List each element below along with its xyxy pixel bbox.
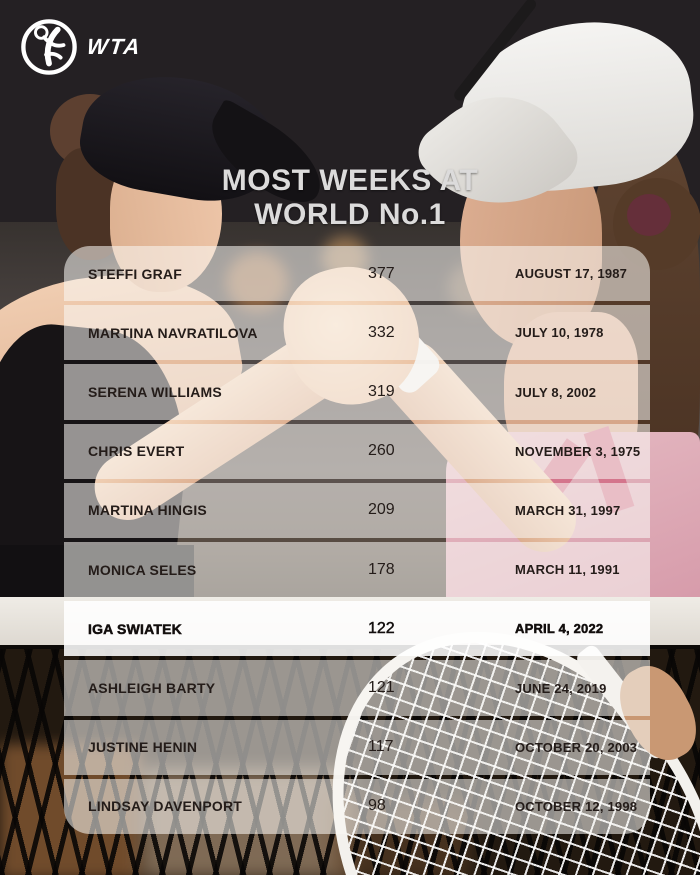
table-row: MONICA SELES 178 MARCH 11, 1991 [64,542,650,598]
weeks-value: 121 [368,679,395,697]
weeks-value: 260 [368,442,395,460]
wta-logo: WTA [20,14,240,80]
player-name: MONICA SELES [88,561,197,578]
date-reached: JULY 8, 2002 [515,384,597,400]
player-name: ASHLEIGH BARTY [88,680,216,697]
player-name: MARTINA NAVRATILOVA [88,324,258,341]
weeks-value: 332 [368,323,395,341]
table-row: LINDSAY DAVENPORT 98 OCTOBER 12, 1998 [64,778,650,834]
table-row: MARTINA NAVRATILOVA 332 JULY 10, 1978 [64,305,650,361]
date-reached: NOVEMBER 3, 1975 [515,443,641,459]
player-name: STEFFI GRAF [88,265,182,282]
leaderboard-table: STEFFI GRAF 377 AUGUST 17, 1987 MARTINA … [64,246,650,834]
table-row: CHRIS EVERT 260 NOVEMBER 3, 1975 [64,423,650,479]
table-row: ASHLEIGH BARTY 121 JUNE 24, 2019 [64,660,650,716]
wta-wordmark: WTA [85,34,143,59]
table-row: JUSTINE HENIN 117 OCTOBER 20, 2003 [64,719,650,775]
date-reached: JULY 10, 1978 [515,325,604,341]
weeks-value: 319 [368,383,395,400]
weeks-value: 117 [368,738,394,756]
right-player-scrunchie [627,194,671,236]
weeks-value: 122 [368,619,395,638]
date-reached: AUGUST 17, 1987 [515,266,628,282]
weeks-value: 209 [368,501,395,519]
date-reached: OCTOBER 20, 2003 [515,739,638,755]
date-reached: APRIL 4, 2022 [515,621,604,637]
title-line-1: MOST WEEKS AT [221,164,479,197]
player-name: SERENA WILLIAMS [88,384,222,400]
player-name: LINDSAY DAVENPORT [88,798,243,815]
date-reached: MARCH 31, 1997 [515,502,621,518]
date-reached: JUNE 24, 2019 [515,680,607,696]
page-title: MOST WEEKS AT WORLD No.1 [0,164,700,232]
player-name: CHRIS EVERT [88,443,185,460]
player-name: IGA SWIATEK [88,620,182,638]
date-reached: OCTOBER 12, 1998 [515,798,638,814]
table-row: IGA SWIATEK 122 APRIL 4, 2022 [64,601,650,657]
weeks-value: 377 [368,264,395,282]
table-row: MARTINA HINGIS 209 MARCH 31, 1997 [64,482,650,539]
weeks-value: 178 [368,560,395,578]
player-name: JUSTINE HENIN [88,739,198,756]
table-row: SERENA WILLIAMS 319 JULY 8, 2002 [64,364,650,420]
title-line-2: WORLD No.1 [254,198,446,231]
weeks-value: 98 [368,797,386,815]
player-name: MARTINA HINGIS [88,502,207,519]
wta-player-icon [21,19,77,75]
date-reached: MARCH 11, 1991 [515,562,620,578]
table-row: STEFFI GRAF 377 AUGUST 17, 1987 [64,246,650,302]
